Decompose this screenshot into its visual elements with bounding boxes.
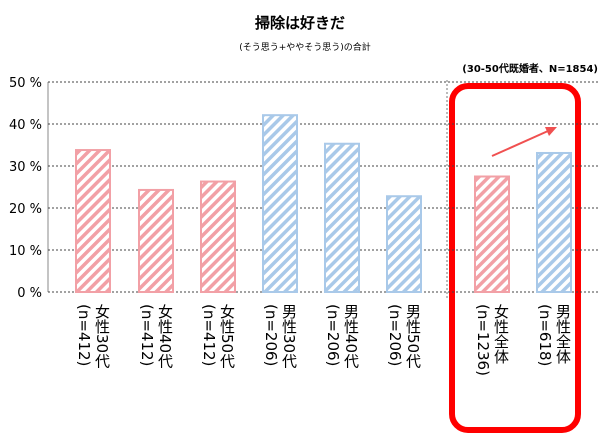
chart-title: 掃除は好きだ: [255, 14, 345, 32]
y-tick-label: 50 %: [9, 76, 42, 91]
y-tick-label: 0 %: [17, 286, 42, 301]
sample-size-label: (n=412): [75, 304, 93, 366]
bar: [386, 195, 422, 294]
y-tick-label: 20 %: [9, 202, 42, 217]
arrow-head: [545, 127, 557, 136]
x-tick-label: 女性50代: [218, 303, 236, 369]
sample-size-label: (n=412): [138, 304, 156, 366]
bar: [138, 188, 174, 293]
note: (30-50代既婚者、N=1854): [462, 62, 598, 75]
x-tick-label: 男性50代: [404, 304, 422, 369]
x-tick-label: 男性40代: [342, 304, 360, 369]
highlight-box: [449, 83, 581, 433]
arrow: [491, 130, 549, 157]
sample-size-label: (n=1236): [474, 304, 492, 376]
bar: [474, 175, 510, 293]
bar: [324, 142, 360, 293]
x-tick-label: 女性30代: [93, 303, 111, 369]
bar: [200, 180, 236, 293]
x-tick-label: 女性全体: [492, 303, 510, 364]
x-tick-label: 男性30代: [280, 304, 298, 369]
y-tick-label: 10 %: [9, 244, 42, 259]
chart-subtitle: (そう思う+ややそう思う)の合計: [239, 41, 371, 53]
y-tick-label: 40 %: [9, 118, 42, 133]
x-tick-label: 女性40代: [156, 303, 174, 369]
bar: [262, 114, 298, 294]
x-tick-label: 男性全体: [554, 304, 572, 364]
bar: [75, 149, 111, 293]
bar: [536, 151, 572, 293]
y-tick-label: 30 %: [9, 160, 42, 175]
sample-size-label: (n=412): [200, 304, 218, 366]
sample-size-label: (n=206): [324, 304, 342, 366]
sample-size-label: (n=618): [536, 304, 554, 366]
sample-size-label: (n=206): [386, 304, 404, 366]
sample-size-label: (n=206): [262, 304, 280, 366]
